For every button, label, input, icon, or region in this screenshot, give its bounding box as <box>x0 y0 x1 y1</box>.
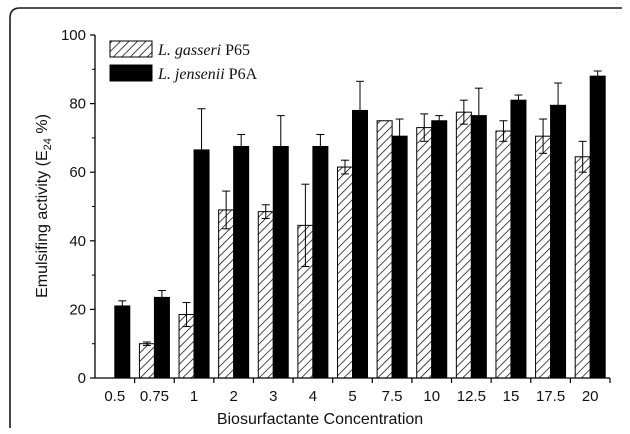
bar-series-1 <box>218 209 235 379</box>
x-tick-label: 4 <box>309 388 317 405</box>
y-tick-label: 40 <box>69 233 86 250</box>
bar-series-1 <box>257 211 274 379</box>
bar-series-2 <box>312 145 329 379</box>
bar-series-2 <box>114 305 131 379</box>
x-tick-label: 15 <box>503 388 520 405</box>
x-tick-label: 5 <box>348 388 356 405</box>
x-tick-label: 1 <box>190 388 198 405</box>
bar-series-2 <box>431 120 448 379</box>
bar-series-1 <box>455 111 472 379</box>
x-tick-label: 20 <box>582 388 599 405</box>
bar-series-1 <box>495 130 512 379</box>
bar-series-1 <box>376 120 393 379</box>
bar-series-2 <box>352 109 368 379</box>
bar-series-1 <box>138 343 155 379</box>
legend-label-series-2: L. jensenii P6A <box>157 66 258 83</box>
x-tick-label: 10 <box>423 388 440 405</box>
x-tick-label: 2 <box>229 388 237 405</box>
bar-series-2 <box>589 75 606 379</box>
bar-series-2 <box>233 145 250 379</box>
x-tick-label: 0.75 <box>140 388 169 405</box>
y-tick-label: 20 <box>69 301 86 318</box>
bar-series-2 <box>272 145 289 379</box>
bar-series-1 <box>574 156 591 379</box>
x-tick-label: 12.5 <box>457 388 486 405</box>
x-tick-label: 3 <box>269 388 277 405</box>
bar-series-2 <box>153 296 170 379</box>
bar-series-1 <box>535 135 552 379</box>
x-axis-label: Biosurfactante Concentration <box>217 411 423 428</box>
legend-swatch-hatched <box>109 40 153 58</box>
legend: L. gasseri P65 L. jensenii P6A <box>109 40 258 83</box>
legend-label-series-1: L. gasseri P65 <box>157 42 250 59</box>
y-tick-label: 100 <box>61 27 86 44</box>
figure-border <box>9 7 622 428</box>
y-tick-label: 80 <box>69 96 86 113</box>
x-tick-label: 0.5 <box>104 388 125 405</box>
bar-series-2 <box>470 115 487 379</box>
y-tick-label: 60 <box>69 164 86 181</box>
x-tick-label: 17.5 <box>536 388 565 405</box>
y-axis-label-subscript: 24 <box>42 138 54 150</box>
y-axis-label: Emulsifing activity (E24 %) <box>34 114 54 298</box>
legend-swatch-solid <box>109 64 153 82</box>
bar-series-2 <box>550 104 567 379</box>
bar-series-2 <box>510 99 527 379</box>
bar-series-2 <box>391 135 408 379</box>
x-tick-label: 7.5 <box>382 388 403 405</box>
bar-series-1 <box>416 127 433 379</box>
bar-series-1 <box>337 166 353 379</box>
y-tick-label: 0 <box>78 370 86 387</box>
